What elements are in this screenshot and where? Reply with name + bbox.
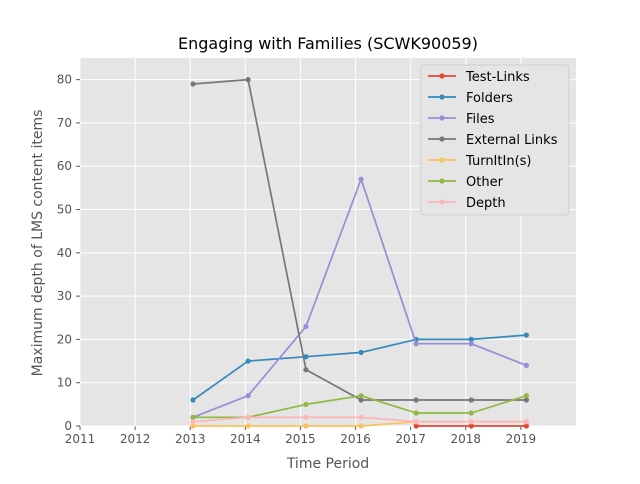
- turnitin-s-data-point: [358, 423, 364, 429]
- folders-data-point: [523, 332, 530, 338]
- other-data-point: [358, 393, 364, 399]
- folders-data-point: [190, 397, 196, 403]
- depth-data-point: [523, 419, 530, 425]
- other-legend-marker: [439, 178, 445, 184]
- depth-legend-marker: [439, 199, 445, 205]
- x-tick-label: 2017: [395, 432, 426, 446]
- external-links-data-point: [245, 77, 251, 83]
- files-legend-marker: [439, 115, 445, 121]
- depth-data-point: [468, 419, 474, 425]
- y-tick-label: 70: [57, 116, 72, 130]
- legend: Test-Links Folders Files External Links Turn…: [420, 64, 570, 216]
- y-tick-label: 80: [57, 73, 72, 87]
- y-tick-label: 10: [57, 376, 72, 390]
- test-links-data-point: [523, 423, 530, 429]
- y-tick-label: 40: [57, 246, 72, 260]
- external-links-data-point: [468, 397, 474, 403]
- turnitin-s-legend-marker: [439, 157, 445, 163]
- x-axis-label: Time Period: [286, 456, 369, 472]
- x-tick-label: 2015: [285, 432, 316, 446]
- external-links-data-point: [190, 81, 196, 87]
- files-legend-label: Files: [466, 112, 495, 127]
- folders-data-point: [468, 336, 474, 343]
- files-data-point: [523, 362, 530, 368]
- files-data-point: [358, 176, 364, 182]
- turnitin-s-data-point: [190, 423, 196, 429]
- legend-box: [420, 64, 570, 216]
- other-data-point: [413, 410, 419, 416]
- files-data-point: [413, 341, 419, 347]
- external-links-data-point: [303, 367, 309, 373]
- y-tick-label: 0: [64, 419, 72, 433]
- test-links-legend-label: Test-Links: [465, 70, 530, 85]
- other-data-point: [190, 414, 196, 420]
- depth-legend-label: Depth: [466, 196, 506, 211]
- x-tick-label: 2013: [175, 432, 206, 446]
- external-links-data-point: [358, 397, 364, 403]
- depth-data-point: [245, 414, 251, 420]
- y-tick-label: 20: [57, 332, 72, 346]
- external-links-legend-marker: [439, 136, 445, 142]
- depth-data-point: [303, 414, 309, 420]
- y-axis-label: Maximum depth of LMS content items: [30, 110, 46, 377]
- turnitin-s-data-point: [245, 423, 251, 429]
- x-tick-label: 2019: [506, 432, 537, 446]
- test-links-data-point: [413, 423, 419, 429]
- folders-data-point: [303, 354, 309, 360]
- turnitin-s-data-point: [303, 423, 309, 429]
- chart-title: Engaging with Families (SCWK90059): [178, 34, 478, 53]
- external-links-data-point: [413, 397, 419, 403]
- x-tick-label: 2016: [340, 432, 371, 446]
- x-tick-label: 2018: [451, 432, 482, 446]
- test-links-data-point: [468, 423, 474, 429]
- folders-data-point: [245, 358, 251, 364]
- depth-data-point: [413, 419, 419, 425]
- y-tick-label: 60: [57, 159, 72, 173]
- x-tick-label: 2014: [230, 432, 261, 446]
- x-tick-label: 2012: [120, 432, 151, 446]
- turnitin-s-legend-label: TurnItIn(s): [465, 154, 531, 169]
- depth-data-point: [190, 419, 196, 425]
- test-links-legend-marker: [439, 73, 445, 79]
- x-tick-label: 2011: [65, 432, 96, 446]
- other-legend-label: Other: [466, 175, 504, 190]
- files-data-point: [303, 323, 309, 330]
- other-data-point: [303, 401, 309, 407]
- y-tick-label: 50: [57, 203, 72, 217]
- external-links-data-point: [523, 397, 530, 403]
- folders-data-point: [358, 349, 364, 355]
- folders-legend-label: Folders: [466, 91, 513, 106]
- external-links-legend-label: External Links: [466, 133, 558, 148]
- other-data-point: [523, 393, 530, 399]
- files-data-point: [245, 393, 251, 399]
- files-data-point: [468, 341, 474, 347]
- other-data-point: [468, 410, 474, 416]
- folders-legend-marker: [439, 94, 445, 100]
- y-tick-label: 30: [57, 289, 72, 303]
- depth-data-point: [358, 414, 364, 420]
